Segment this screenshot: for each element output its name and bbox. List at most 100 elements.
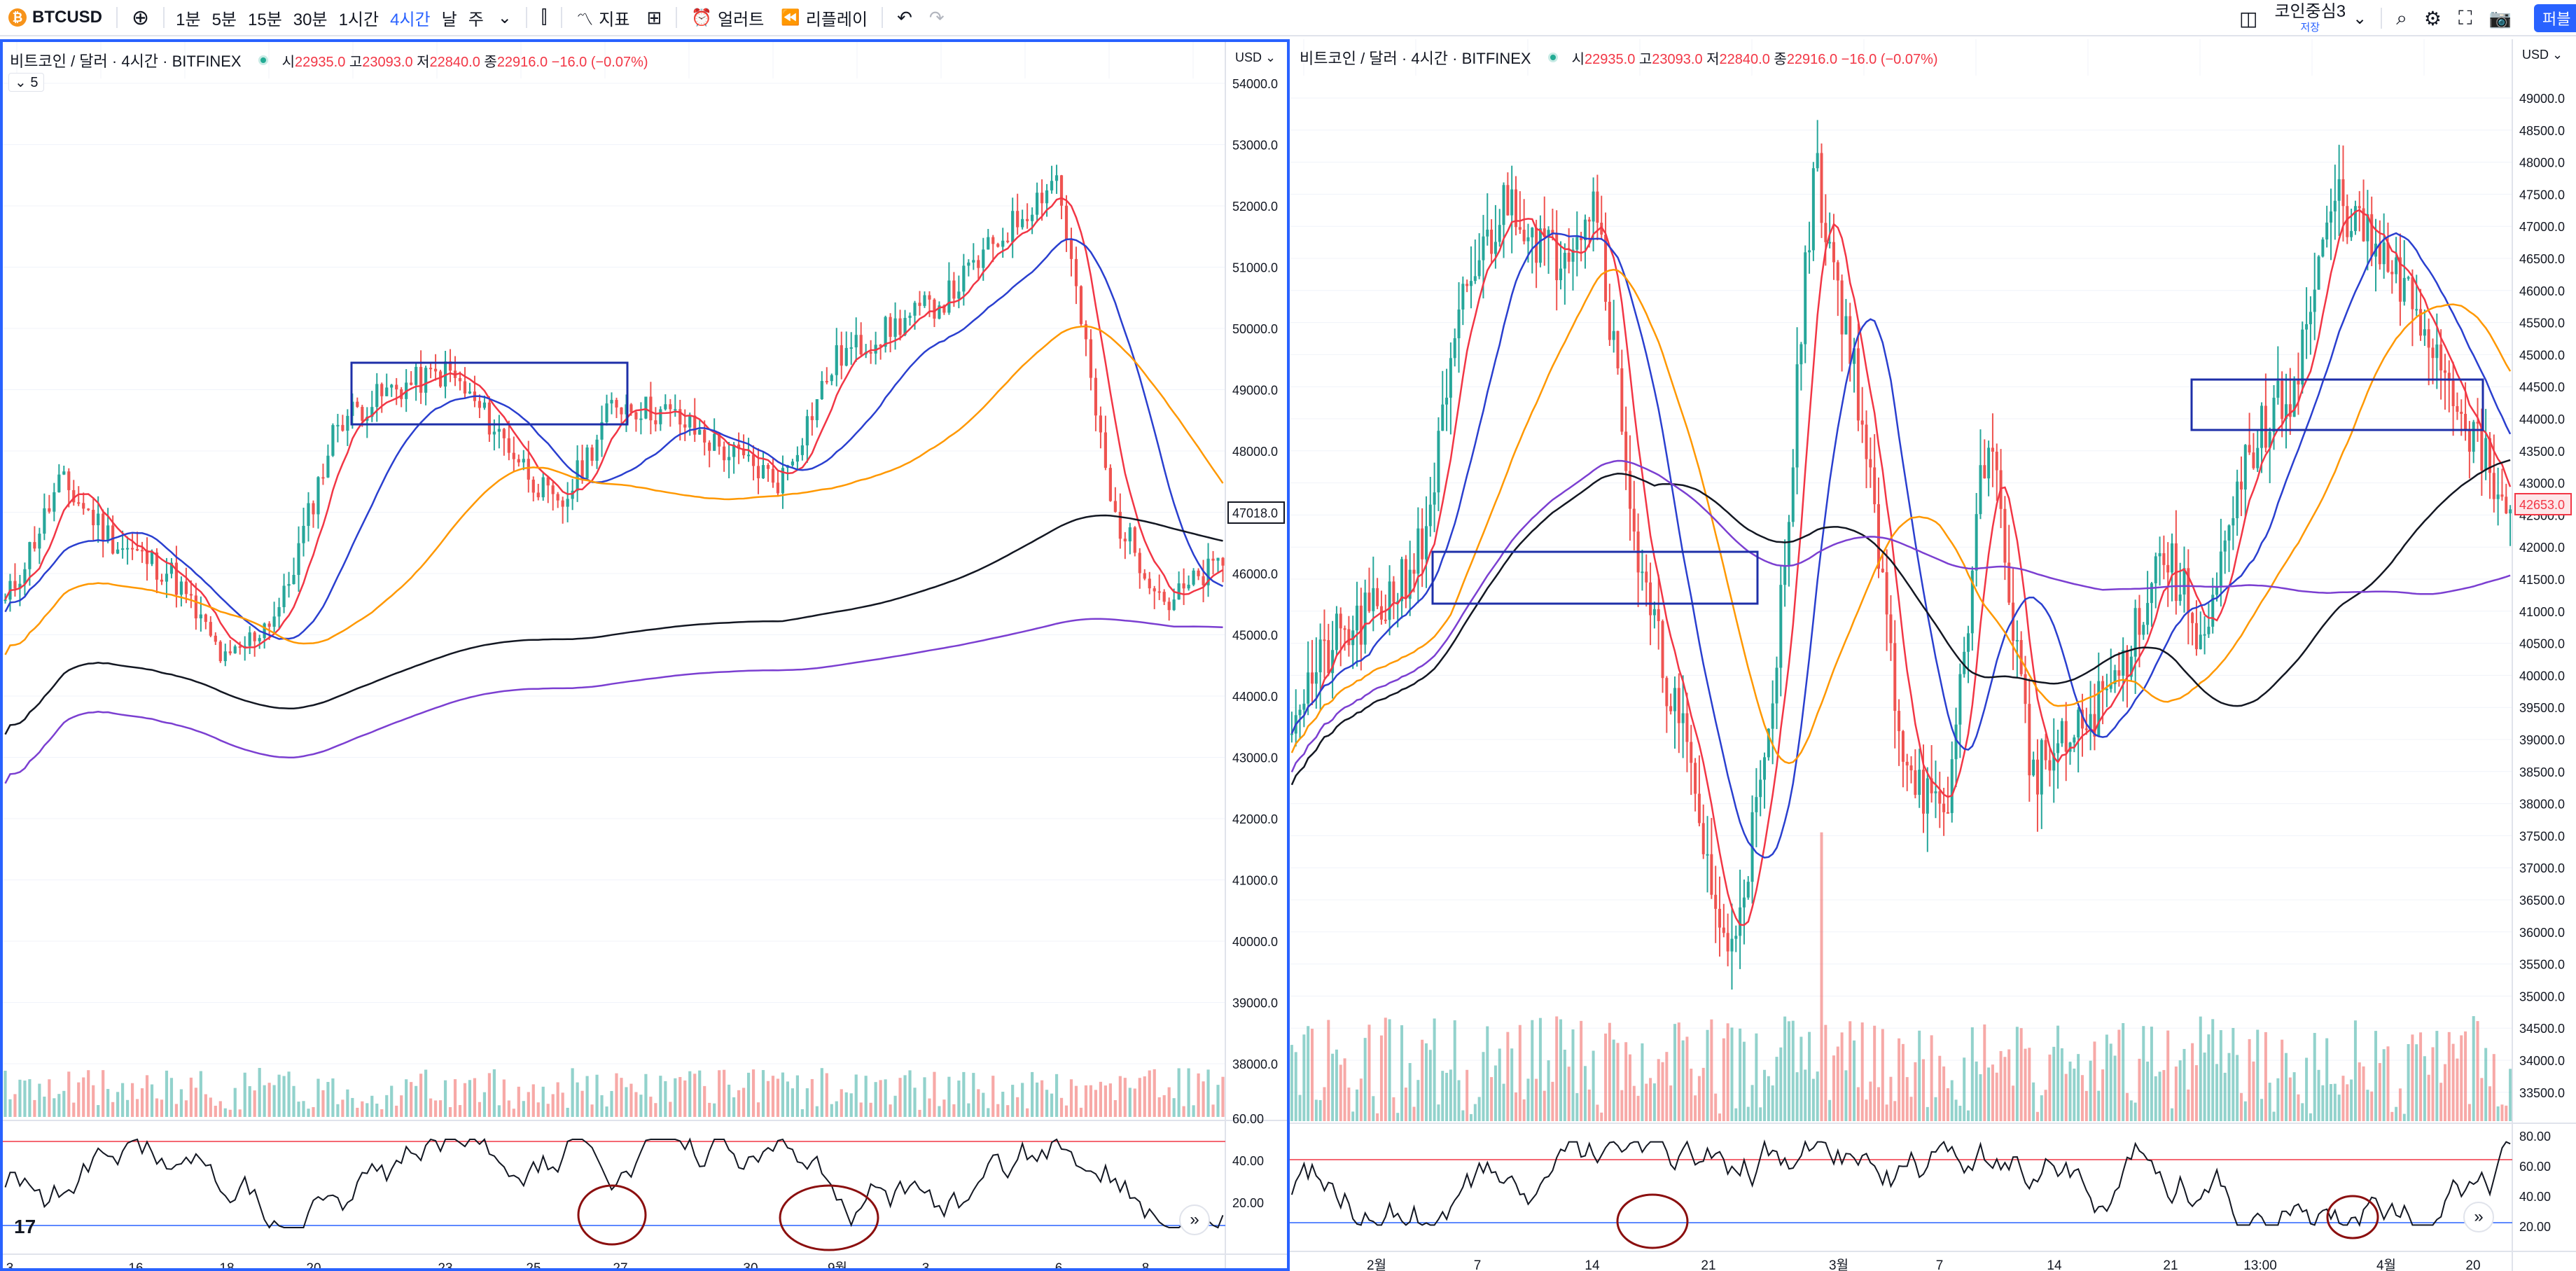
- interval-button[interactable]: 15분: [248, 10, 282, 29]
- rsi-tick-label: 20.00: [1232, 1196, 1264, 1210]
- chart-panel-right[interactable]: 49000.0 48500.0 48000.0 47500.0 47000.0 46500…: [1290, 39, 2576, 1271]
- time-tick-label: 21: [1701, 1258, 1715, 1271]
- volume-bar: [2451, 1043, 2455, 1121]
- volume-bar: [2146, 1062, 2150, 1121]
- candle-body: [2129, 656, 2133, 677]
- candle-body: [102, 513, 105, 541]
- fullscreen-button[interactable]: ⛶: [2450, 0, 2481, 36]
- split-layout-icon: ◫: [2239, 7, 2258, 29]
- candle-body: [590, 447, 594, 461]
- currency-selector[interactable]: USD ⌄: [2522, 48, 2563, 62]
- volume-bar: [1477, 1097, 1481, 1121]
- volume-bar: [410, 1082, 413, 1117]
- volume-bar: [2411, 1034, 2414, 1121]
- volume-bar: [625, 1087, 628, 1117]
- symbol-search[interactable]: ₿ BTCUSD: [0, 0, 111, 36]
- candle-body: [820, 381, 823, 400]
- volume-bar: [102, 1070, 105, 1117]
- volume-bar: [1926, 1106, 1929, 1121]
- search-button[interactable]: ⌕: [2388, 0, 2416, 36]
- layout-select-button[interactable]: ◫: [2231, 0, 2266, 36]
- interval-button[interactable]: 1분: [176, 10, 201, 29]
- price-tick-label: 43000.0: [2519, 477, 2565, 491]
- interval-button[interactable]: 4시간: [390, 10, 431, 29]
- templates-button[interactable]: ⊞: [638, 0, 670, 36]
- candle-body: [947, 280, 951, 313]
- candle-body: [1494, 242, 1497, 254]
- volume-bar: [1036, 1082, 1039, 1117]
- candle-body: [1697, 793, 1701, 824]
- candle-body: [1408, 569, 1412, 599]
- settings-button[interactable]: ⚙: [2416, 0, 2450, 36]
- volume-bar: [1490, 1077, 1494, 1121]
- chart-canvas-right[interactable]: 49000.0 48500.0 48000.0 47500.0 47000.0 46500…: [1290, 39, 2576, 1271]
- snapshot-button[interactable]: 📷: [2481, 0, 2520, 36]
- volume-bar: [28, 1079, 32, 1117]
- annotation-ellipse: [1616, 1193, 1689, 1249]
- interval-button[interactable]: 1시간: [338, 10, 380, 29]
- candle-body: [1396, 601, 1400, 603]
- volume-bar: [1739, 1028, 1742, 1121]
- volume-bar: [1498, 1048, 1501, 1121]
- volume-bar: [1327, 1020, 1330, 1121]
- candle-body: [155, 552, 159, 580]
- replay-button[interactable]: ⏪ 리플레이: [772, 0, 876, 36]
- candle-body: [1482, 236, 1485, 261]
- scroll-to-realtime-button[interactable]: »: [2463, 1202, 2494, 1232]
- volume-bar: [155, 1098, 159, 1117]
- price-tick-label: 43000.0: [1232, 751, 1278, 765]
- collapse-legend-button[interactable]: ⌄ 5: [8, 73, 45, 92]
- divider: [163, 7, 165, 28]
- redo-button[interactable]: ↷: [921, 0, 953, 36]
- volume-bar: [2276, 1078, 2280, 1121]
- volume-bar: [307, 1109, 310, 1117]
- candle-body: [889, 317, 892, 337]
- volume-bar: [1192, 1105, 1195, 1117]
- compare-button[interactable]: ⊕: [123, 0, 158, 36]
- candle-body: [1356, 605, 1359, 631]
- interval-button[interactable]: 30분: [293, 10, 328, 29]
- alert-button[interactable]: ⏰ 얼러트: [683, 0, 772, 36]
- volume-bar: [1645, 1083, 1648, 1121]
- candle-body: [2219, 551, 2222, 588]
- currency-selector[interactable]: USD ⌄: [1235, 50, 1276, 64]
- candle-body: [2297, 380, 2300, 385]
- candle-body: [1714, 894, 1718, 909]
- interval-dropdown[interactable]: ⌄: [489, 0, 520, 36]
- candle-body: [2398, 257, 2402, 302]
- low-value: 22840.0: [429, 54, 480, 70]
- candle-body: [2084, 728, 2088, 730]
- candle-body: [1099, 415, 1103, 433]
- candle-body: [2113, 670, 2117, 684]
- price-tick-label: 46500.0: [2519, 252, 2565, 266]
- volume-bar: [2182, 1048, 2186, 1121]
- layout-name-button[interactable]: 코인중심3 저장 ⌄: [2266, 0, 2375, 36]
- volume-bar: [923, 1077, 926, 1117]
- chart-canvas-left[interactable]: 54000.0 53000.0 52000.0 51000.0 50000.0 49000…: [3, 42, 1287, 1268]
- candle-body: [33, 542, 36, 549]
- volume-bar: [571, 1068, 574, 1117]
- candle-body: [2325, 222, 2329, 239]
- volume-bar: [639, 1095, 643, 1117]
- chart-type-button[interactable]: ⫿: [533, 0, 555, 36]
- volume-bar: [1567, 1067, 1571, 1121]
- chart-panel-left[interactable]: 54000.0 53000.0 52000.0 51000.0 50000.0 49000…: [0, 39, 1290, 1271]
- candle-body: [1331, 650, 1335, 674]
- undo-button[interactable]: ↶: [889, 0, 921, 36]
- volume-bar: [1367, 1025, 1371, 1121]
- interval-button[interactable]: 주: [468, 10, 484, 29]
- scroll-to-realtime-button[interactable]: »: [1179, 1204, 1210, 1235]
- candle-body: [840, 345, 843, 366]
- publish-button[interactable]: 퍼블: [2534, 4, 2576, 32]
- volume-bar: [1084, 1085, 1088, 1117]
- volume-bar: [1482, 1052, 1485, 1121]
- volume-bar: [1681, 1040, 1685, 1121]
- volume-bar: [771, 1076, 775, 1117]
- candle-body: [732, 444, 736, 457]
- interval-button[interactable]: 날: [441, 10, 457, 29]
- interval-button[interactable]: 5분: [211, 10, 237, 29]
- volume-bar: [111, 1102, 115, 1117]
- volume-bar: [1079, 1107, 1083, 1117]
- indicators-button[interactable]: 〽 지표: [568, 0, 638, 36]
- volume-bar: [400, 1095, 403, 1117]
